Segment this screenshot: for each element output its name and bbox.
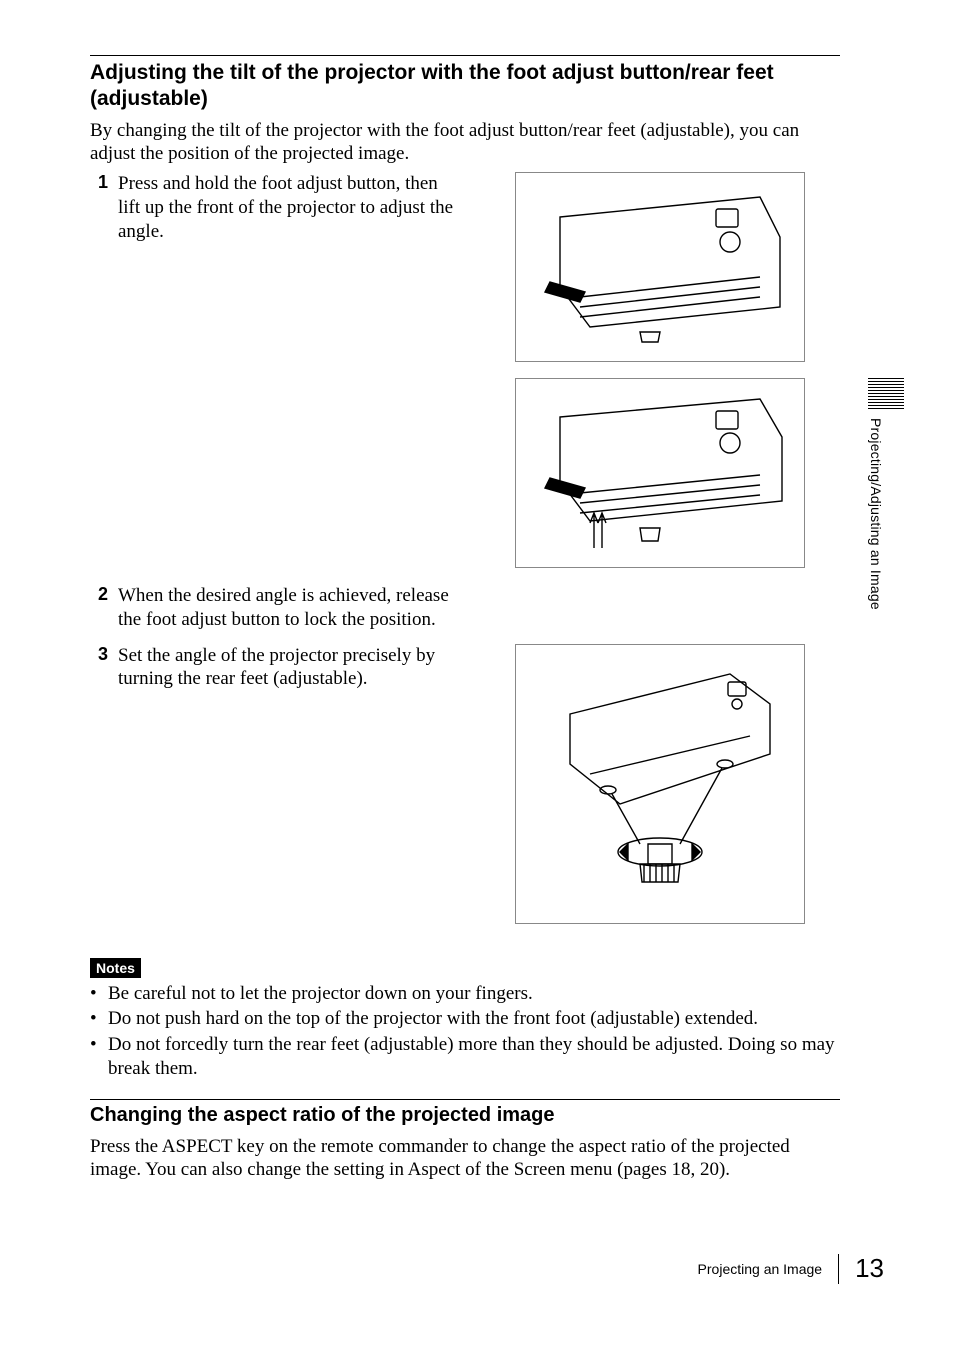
footer-divider xyxy=(838,1254,839,1284)
note-item: • Do not forcedly turn the rear feet (ad… xyxy=(90,1033,840,1081)
step3-block: 3 Set the angle of the projector precise… xyxy=(90,644,840,940)
projector-svg-3 xyxy=(530,654,790,914)
note-text: Do not push hard on the top of the proje… xyxy=(108,1007,758,1031)
section2-body: Press the ASPECT key on the remote comma… xyxy=(90,1135,840,1183)
section1-intro: By changing the tilt of the projector wi… xyxy=(90,119,840,167)
bullet-icon: • xyxy=(90,1033,108,1081)
note-item: • Do not push hard on the top of the pro… xyxy=(90,1007,840,1031)
section2-title: Changing the aspect ratio of the project… xyxy=(90,1104,840,1127)
step-row: 3 Set the angle of the projector precise… xyxy=(90,644,460,692)
section1-rule xyxy=(90,55,840,56)
step-row: 1 Press and hold the foot adjust button,… xyxy=(90,172,460,243)
tab-lines-icon xyxy=(868,378,904,410)
step-text: Press and hold the foot adjust button, t… xyxy=(118,172,460,243)
footer-section-title: Projecting an Image xyxy=(698,1261,823,1277)
note-text: Be careful not to let the projector down… xyxy=(108,982,533,1006)
bullet-icon: • xyxy=(90,982,108,1006)
step-text: When the desired angle is achieved, rele… xyxy=(118,584,460,632)
page-footer: Projecting an Image 13 xyxy=(698,1253,884,1284)
notes-label: Notes xyxy=(90,958,141,978)
projector-rear-feet-illustration xyxy=(515,644,805,924)
section2-rule xyxy=(90,1099,840,1100)
note-text: Do not forcedly turn the rear feet (adju… xyxy=(108,1033,840,1081)
projector-svg-2 xyxy=(530,393,790,553)
page-content: Adjusting the tilt of the projector with… xyxy=(90,55,840,1188)
projector-front-foot-illustration-2 xyxy=(515,378,805,568)
notes-block: Notes • Be careful not to let the projec… xyxy=(90,940,840,1081)
note-item: • Be careful not to let the projector do… xyxy=(90,982,840,1006)
step-number: 1 xyxy=(90,172,118,193)
step-number: 2 xyxy=(90,584,118,605)
side-tab: Projecting/Adjusting an Image xyxy=(868,378,904,610)
projector-svg-1 xyxy=(530,187,790,347)
footer-page-number: 13 xyxy=(855,1253,884,1284)
step-number: 3 xyxy=(90,644,118,665)
step-row: 2 When the desired angle is achieved, re… xyxy=(90,584,460,632)
step1-block: 1 Press and hold the foot adjust button,… xyxy=(90,172,840,584)
side-tab-label: Projecting/Adjusting an Image xyxy=(868,418,884,610)
section1-title: Adjusting the tilt of the projector with… xyxy=(90,60,840,113)
bullet-icon: • xyxy=(90,1007,108,1031)
step-text: Set the angle of the projector precisely… xyxy=(118,644,460,692)
projector-front-foot-illustration-1 xyxy=(515,172,805,362)
